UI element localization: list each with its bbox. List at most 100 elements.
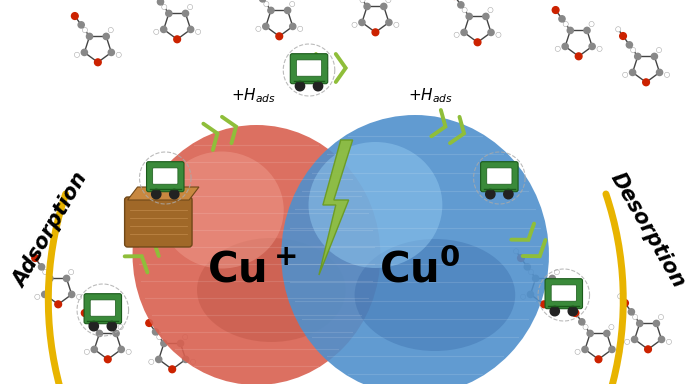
Circle shape <box>521 294 526 300</box>
Circle shape <box>154 29 159 35</box>
Circle shape <box>562 43 568 50</box>
Text: Desorption: Desorption <box>607 169 690 291</box>
Circle shape <box>575 53 582 60</box>
Circle shape <box>527 291 533 298</box>
Circle shape <box>359 19 365 26</box>
Ellipse shape <box>197 238 346 342</box>
FancyBboxPatch shape <box>481 162 518 192</box>
Circle shape <box>177 340 183 346</box>
Circle shape <box>152 189 161 199</box>
Circle shape <box>268 7 274 13</box>
Circle shape <box>595 356 602 362</box>
Circle shape <box>664 72 669 78</box>
Circle shape <box>620 33 626 40</box>
FancyBboxPatch shape <box>146 162 184 192</box>
Circle shape <box>643 79 650 86</box>
Circle shape <box>483 13 489 20</box>
Circle shape <box>631 336 638 343</box>
Circle shape <box>174 36 181 43</box>
Circle shape <box>97 330 102 336</box>
Circle shape <box>589 22 594 26</box>
Circle shape <box>496 32 501 38</box>
FancyBboxPatch shape <box>153 168 178 184</box>
Circle shape <box>83 28 88 33</box>
Circle shape <box>126 349 131 354</box>
FancyBboxPatch shape <box>125 197 192 247</box>
Circle shape <box>617 349 622 354</box>
Circle shape <box>394 22 399 27</box>
FancyBboxPatch shape <box>486 168 512 184</box>
Circle shape <box>91 346 97 353</box>
Circle shape <box>653 320 659 326</box>
Circle shape <box>372 29 379 36</box>
Circle shape <box>582 346 588 353</box>
Circle shape <box>575 349 580 354</box>
Circle shape <box>190 359 196 364</box>
Circle shape <box>183 10 188 17</box>
Circle shape <box>116 52 121 58</box>
Circle shape <box>587 330 593 336</box>
Circle shape <box>295 81 304 91</box>
FancyBboxPatch shape <box>84 294 122 324</box>
Circle shape <box>567 27 573 33</box>
Circle shape <box>188 5 193 10</box>
Circle shape <box>183 356 189 362</box>
Circle shape <box>609 324 614 330</box>
Circle shape <box>157 334 162 340</box>
Circle shape <box>76 294 82 300</box>
Circle shape <box>43 270 48 275</box>
Circle shape <box>609 346 615 353</box>
Circle shape <box>572 310 579 316</box>
Circle shape <box>41 291 48 298</box>
FancyBboxPatch shape <box>296 60 321 76</box>
Circle shape <box>284 7 290 13</box>
Circle shape <box>160 26 167 33</box>
Circle shape <box>488 7 493 13</box>
Circle shape <box>666 339 671 344</box>
Ellipse shape <box>355 239 515 351</box>
Circle shape <box>564 22 568 26</box>
Circle shape <box>633 314 638 319</box>
Circle shape <box>81 49 88 56</box>
Circle shape <box>589 43 595 50</box>
Circle shape <box>195 29 201 35</box>
Circle shape <box>386 19 392 26</box>
Circle shape <box>69 270 74 275</box>
Circle shape <box>528 270 533 275</box>
Circle shape <box>55 301 62 308</box>
Circle shape <box>118 346 125 353</box>
Circle shape <box>622 72 628 78</box>
Circle shape <box>629 69 636 76</box>
Circle shape <box>158 0 164 5</box>
Circle shape <box>458 2 464 8</box>
Polygon shape <box>319 140 353 275</box>
Circle shape <box>276 33 283 40</box>
Circle shape <box>155 356 162 362</box>
Circle shape <box>183 334 188 340</box>
Circle shape <box>364 3 370 10</box>
Circle shape <box>260 0 266 2</box>
Text: $+H_{\mathregular{ads}}$: $+H_{\mathregular{ads}}$ <box>231 87 276 105</box>
Circle shape <box>118 324 123 330</box>
Circle shape <box>462 7 467 13</box>
Ellipse shape <box>132 125 380 384</box>
FancyBboxPatch shape <box>551 285 576 301</box>
Circle shape <box>603 330 610 336</box>
Circle shape <box>579 319 585 325</box>
Circle shape <box>488 29 494 36</box>
Circle shape <box>71 13 78 20</box>
Circle shape <box>188 26 194 33</box>
Circle shape <box>262 23 269 30</box>
Circle shape <box>89 321 99 331</box>
Circle shape <box>86 33 92 40</box>
Circle shape <box>108 28 113 33</box>
Circle shape <box>617 294 623 299</box>
Circle shape <box>352 22 357 27</box>
Circle shape <box>554 270 559 275</box>
Circle shape <box>597 46 602 51</box>
Circle shape <box>148 359 154 364</box>
Circle shape <box>69 291 75 298</box>
Circle shape <box>298 26 302 31</box>
Circle shape <box>162 5 167 10</box>
Circle shape <box>504 189 513 199</box>
